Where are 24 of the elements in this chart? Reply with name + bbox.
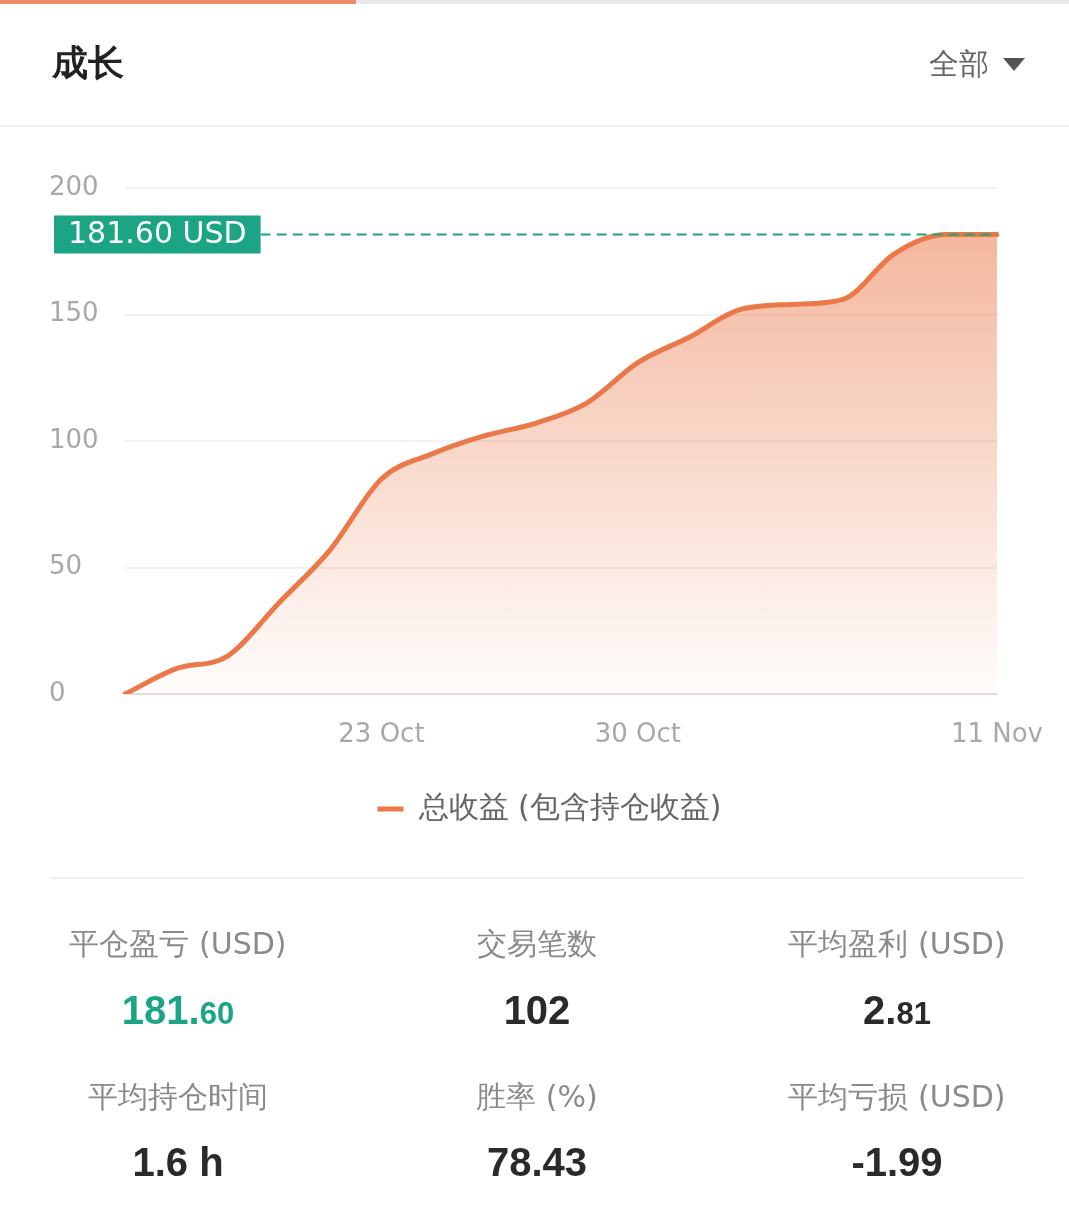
text: 平均盈利 (USD) [787, 925, 1007, 963]
x-tick-label: 30 Oct [594, 718, 682, 749]
y-tick-label: 50 [49, 550, 83, 581]
y-tick-label: 0 [49, 676, 66, 707]
legend-label: 总收益 (包含持仓收益) [417, 788, 722, 824]
text: 102 [502, 987, 572, 1034]
y-tick-label: 100 [49, 423, 99, 454]
text: 181.60 [120, 987, 236, 1034]
text: 平仓盈亏 (USD) [68, 925, 288, 963]
text: -1.99 [850, 1139, 944, 1186]
text: 78.43 [485, 1139, 589, 1186]
text: 2.81 [862, 987, 932, 1034]
ref-line-label: 181.60 USD [68, 215, 247, 251]
text: 全部 [929, 45, 989, 83]
text: 交易笔数 [476, 925, 598, 963]
text: 胜率 (%) [475, 1078, 599, 1116]
text: 1.6 h [131, 1139, 225, 1186]
x-tick-label: 11 Nov [950, 718, 1043, 749]
x-tick-label: 23 Oct [338, 718, 425, 749]
text: 平均持仓时间 [87, 1078, 269, 1116]
y-tick-label: 150 [49, 297, 99, 328]
y-tick-label: 200 [49, 170, 99, 201]
chart-title: 成长 [52, 41, 124, 85]
text: 平均亏损 (USD) [787, 1078, 1007, 1116]
